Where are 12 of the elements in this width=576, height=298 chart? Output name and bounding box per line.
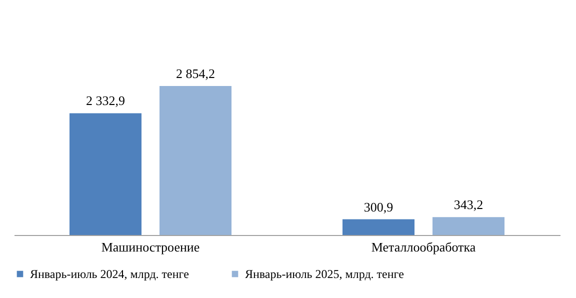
legend-label: Январь-июль 2024, млрд. тенге bbox=[30, 267, 189, 281]
bar bbox=[160, 86, 232, 235]
data-label: 300,9 bbox=[364, 199, 394, 214]
x-tick-label: Машиностроение bbox=[101, 240, 200, 254]
legend-label: Январь-июль 2025, млрд. тенге bbox=[245, 267, 404, 281]
bar bbox=[70, 113, 142, 235]
data-label: 343,2 bbox=[454, 197, 484, 212]
bar bbox=[342, 219, 414, 235]
data-label: 2 332,9 bbox=[86, 93, 125, 108]
x-tick-label: Металлообработка bbox=[371, 240, 476, 254]
data-label: 2 854,2 bbox=[176, 66, 215, 81]
bar bbox=[432, 217, 504, 235]
